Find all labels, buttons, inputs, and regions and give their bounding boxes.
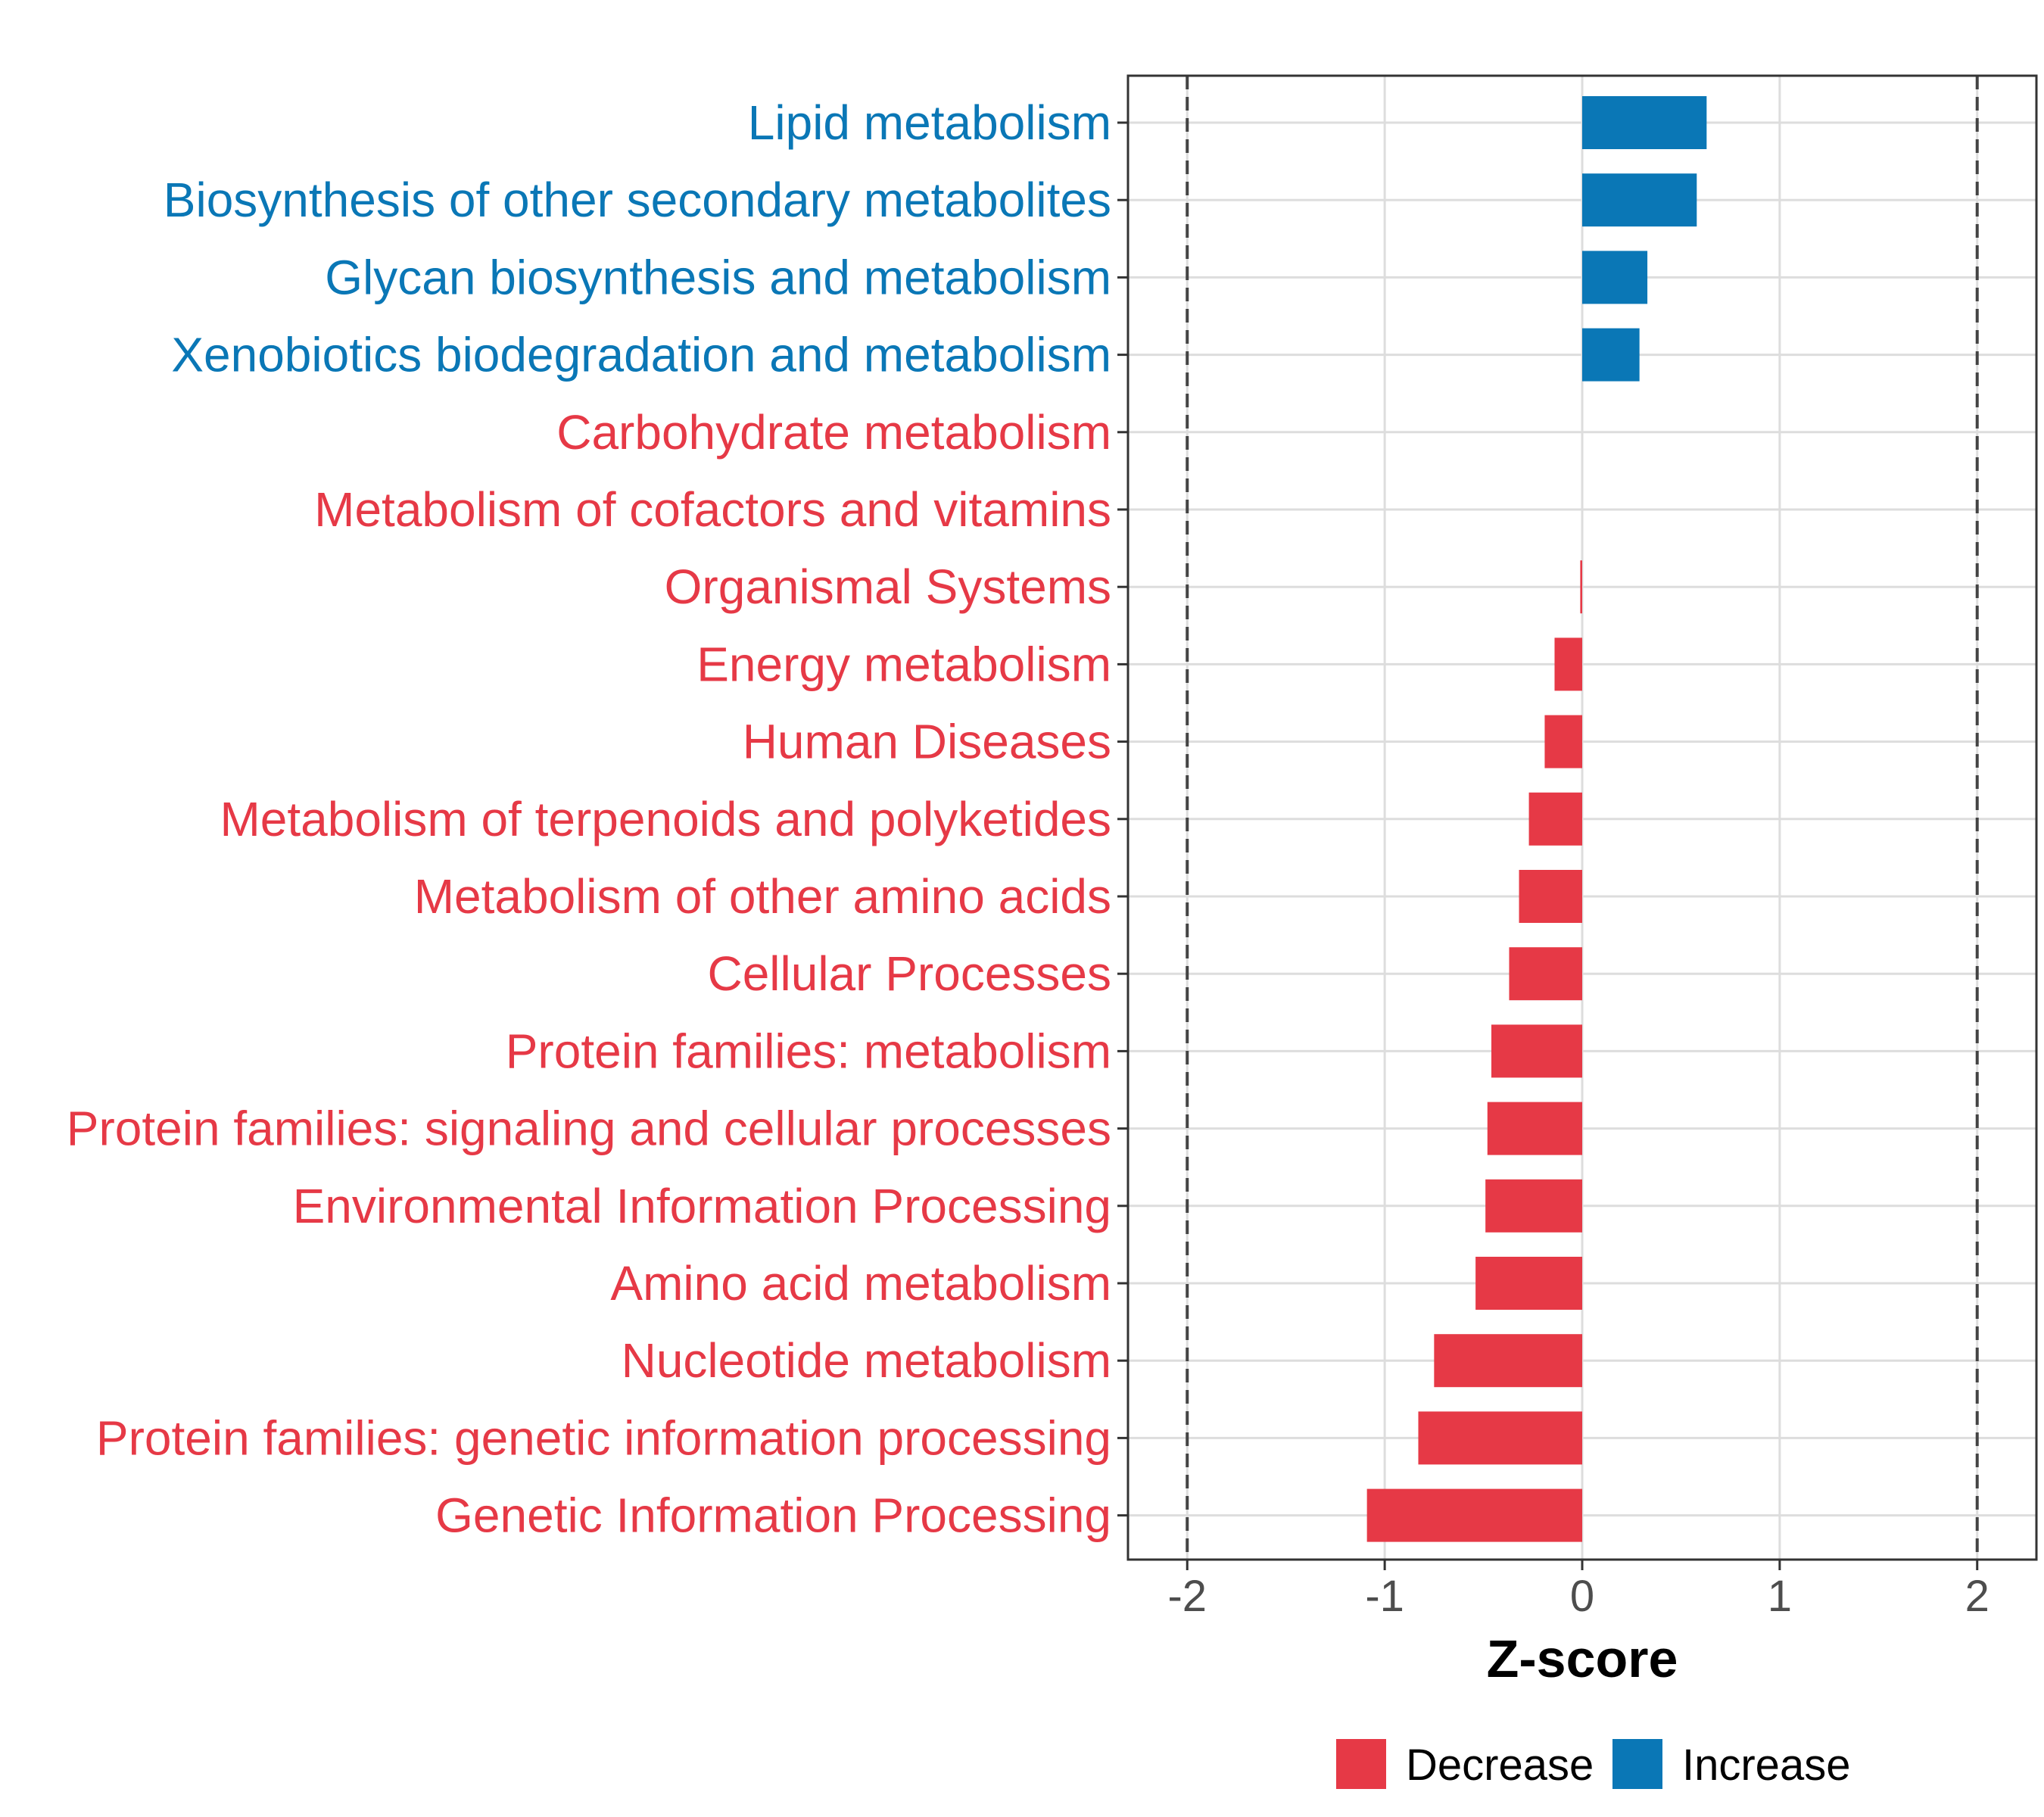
bar	[1487, 1102, 1582, 1155]
legend-swatch-decrease	[1336, 1739, 1386, 1789]
bar	[1554, 637, 1582, 691]
category-label: Nucleotide metabolism	[622, 1333, 1111, 1388]
category-label: Metabolism of other amino acids	[414, 869, 1111, 924]
category-label: Metabolism of terpenoids and polyketides	[220, 792, 1111, 846]
bar	[1582, 96, 1707, 149]
category-label: Energy metabolism	[696, 637, 1111, 691]
bar	[1475, 1257, 1582, 1310]
legend-swatch-increase	[1612, 1739, 1662, 1789]
category-label: Cellular Processes	[707, 946, 1111, 1001]
x-axis-title: Z-score	[1487, 1629, 1678, 1688]
category-label: Amino acid metabolism	[610, 1256, 1111, 1311]
category-label: Lipid metabolism	[748, 95, 1111, 150]
legend-label-decrease: Decrease	[1406, 1741, 1594, 1790]
category-label: Genetic Information Processing	[435, 1488, 1111, 1543]
x-tick-labels: -2 -1 0 1 2	[1167, 1572, 1989, 1621]
bars	[1366, 96, 1707, 1542]
category-label: Biosynthesis of other secondary metaboli…	[164, 173, 1111, 227]
x-tick-label: -2	[1167, 1572, 1207, 1621]
bar	[1528, 792, 1582, 846]
legend-label-increase: Increase	[1682, 1741, 1850, 1790]
x-tick-label: 1	[1768, 1572, 1792, 1621]
x-axis-ticks	[1186, 1560, 1979, 1570]
bar	[1582, 251, 1648, 304]
bar	[1544, 715, 1582, 768]
category-label: Protein families: genetic information pr…	[96, 1410, 1111, 1465]
bar	[1582, 328, 1640, 382]
bar	[1580, 560, 1582, 614]
y-axis-ticks	[1117, 121, 1128, 1517]
bar	[1366, 1488, 1582, 1542]
bar	[1434, 1334, 1582, 1388]
bar	[1418, 1411, 1582, 1465]
category-label: Metabolism of cofactors and vitamins	[314, 482, 1111, 537]
category-labels: Lipid metabolism Biosynthesis of other se…	[67, 95, 1111, 1543]
bar	[1485, 1179, 1582, 1233]
category-label: Protein families: signaling and cellular…	[67, 1102, 1111, 1156]
category-label: Carbohydrate metabolism	[556, 405, 1111, 460]
category-label: Glycan biosynthesis and metabolism	[325, 250, 1111, 304]
x-tick-label: 0	[1570, 1572, 1594, 1621]
bar	[1582, 173, 1697, 227]
category-label: Xenobiotics biodegradation and metabolis…	[171, 328, 1111, 382]
x-tick-label: 2	[1965, 1572, 1989, 1621]
reference-lines	[1186, 76, 1979, 1560]
category-label: Human Diseases	[743, 715, 1111, 769]
category-label: Organismal Systems	[665, 559, 1111, 614]
category-label: Protein families: metabolism	[506, 1024, 1111, 1078]
category-label: Environmental Information Processing	[293, 1179, 1111, 1233]
legend: Decrease Increase	[1336, 1739, 1850, 1790]
bar	[1491, 1024, 1582, 1078]
bar	[1519, 870, 1582, 923]
bar	[1509, 947, 1582, 1001]
x-tick-label: -1	[1365, 1572, 1404, 1621]
